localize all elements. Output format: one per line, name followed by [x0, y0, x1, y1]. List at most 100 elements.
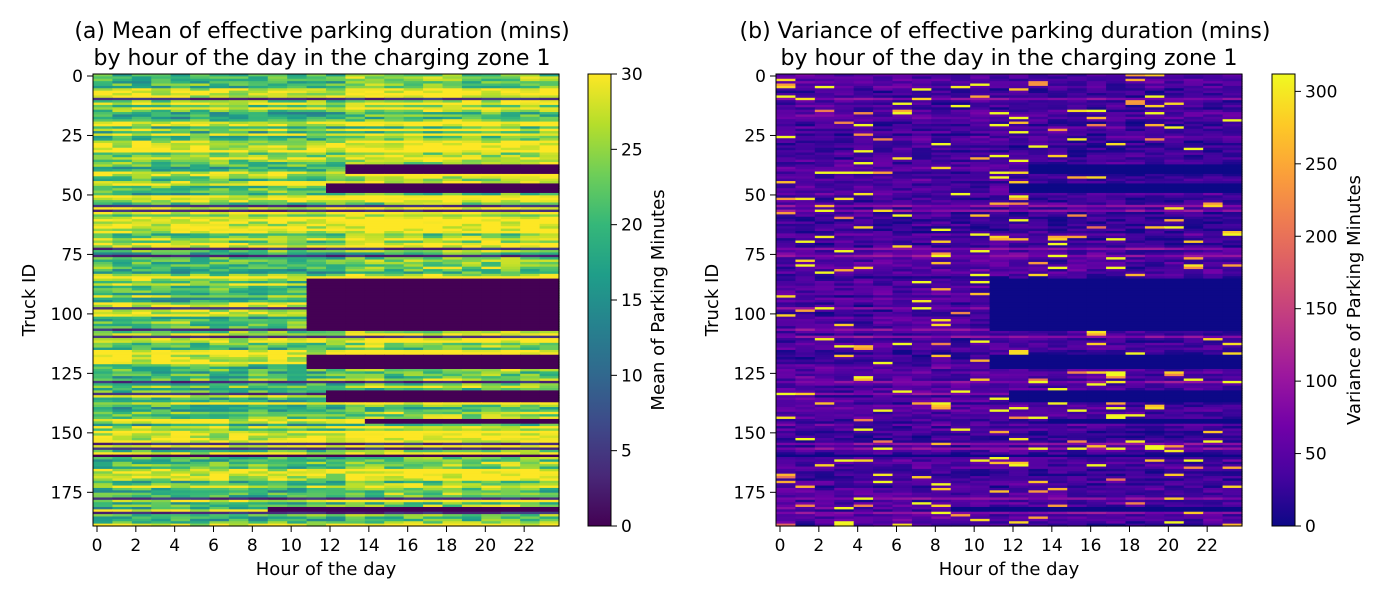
- panel-a-heatmap-cell: [306, 490, 327, 494]
- panel-a-heatmap-cell: [306, 321, 327, 325]
- panel-a-heatmap-cell: [481, 347, 502, 351]
- panel-a-heatmap-cell: [481, 147, 502, 151]
- panel-a-heatmap-cell: [190, 347, 211, 351]
- panel-a-heatmap-cell: [209, 476, 230, 480]
- panel-a-heatmap-cell: [112, 445, 133, 449]
- panel-a-heatmap-cell: [326, 261, 347, 265]
- panel-a-heatmap-cell: [500, 231, 521, 234]
- panel-a-heatmap-cell: [539, 326, 560, 330]
- panel-a-heatmap-cell: [403, 93, 424, 97]
- panel-a-heatmap-cell: [461, 292, 482, 296]
- panel-b-heatmap-cell: [834, 76, 855, 80]
- panel-a-heatmap-cell: [345, 349, 366, 353]
- panel-a-heatmap-cell: [364, 440, 385, 444]
- panel-a-heatmap-cell: [151, 464, 172, 468]
- panel-b-heatmap-cell: [1009, 74, 1030, 77]
- panel-a-heatmap-cell: [500, 423, 521, 427]
- panel-a-heatmap-cell: [500, 509, 521, 513]
- panel-a-heatmap-cell: [345, 142, 366, 146]
- panel-a-heatmap-cell: [345, 162, 366, 165]
- panel-a-heatmap-cell: [442, 454, 463, 458]
- panel-a-heatmap-cell: [267, 445, 288, 449]
- panel-a-heatmap-cell: [442, 473, 463, 477]
- panel-a-heatmap-cell: [209, 480, 230, 484]
- panel-a-heatmap-cell: [345, 388, 366, 391]
- panel-b-heatmap-cell: [931, 74, 952, 77]
- panel-a-heatmap-cell: [345, 107, 366, 111]
- panel-a-heatmap-cell: [461, 473, 482, 477]
- panel-a-title-line-1: (a) Mean of effective parking duration (…: [74, 19, 569, 44]
- panel-a-heatmap-cell: [306, 366, 327, 370]
- panel-a-heatmap-cell: [539, 359, 560, 363]
- panel-a-heatmap-cell: [209, 430, 230, 434]
- panel-a-heatmap-cell: [267, 240, 288, 244]
- panel-a-heatmap-cell: [403, 376, 424, 380]
- panel-a-heatmap-cell: [500, 411, 521, 415]
- panel-a-heatmap-cell: [461, 428, 482, 432]
- panel-a-heatmap-cell: [364, 254, 385, 258]
- panel-a-heatmap-cell: [500, 100, 521, 104]
- panel-a-heatmap-cell: [267, 221, 288, 225]
- panel-a-heatmap-cell: [151, 309, 172, 313]
- panel-a-heatmap-cell: [93, 219, 114, 223]
- panel-a-heatmap-cell: [500, 430, 521, 434]
- panel-b-heatmap-cell: [853, 78, 874, 82]
- panel-a-heatmap-cell: [423, 238, 444, 242]
- panel-a-heatmap-cell: [403, 219, 424, 223]
- panel-a-heatmap-cell: [345, 216, 366, 220]
- panel-a-heatmap-cell: [345, 121, 366, 125]
- panel-a-heatmap-cell: [423, 292, 444, 296]
- panel-a-heatmap-cell: [461, 83, 482, 87]
- panel-a-heatmap-cell: [520, 476, 541, 480]
- panel-a-heatmap-cell: [131, 395, 152, 399]
- panel-a-heatmap-cell: [326, 511, 347, 515]
- panel-a-heatmap-cell: [248, 521, 269, 525]
- panel-a-heatmap-cell: [248, 397, 269, 401]
- panel-a-heatmap-cell: [481, 266, 502, 270]
- panel-a-heatmap-cell: [190, 183, 211, 187]
- panel-a-heatmap-cell: [364, 466, 385, 470]
- panel-a-heatmap-cell: [326, 437, 347, 441]
- panel-a-heatmap-cell: [442, 509, 463, 513]
- panel-a-heatmap-cell: [500, 245, 521, 249]
- panel-a-heatmap-cell: [93, 328, 114, 332]
- panel-a-heatmap-cell: [112, 90, 133, 94]
- panel-b-heatmap-cell: [1183, 88, 1204, 92]
- panel-a-heatmap-cell: [403, 492, 424, 496]
- panel-a-heatmap-cell: [481, 523, 502, 527]
- panel-b-heatmap-cell: [873, 81, 894, 85]
- panel-a-heatmap-cell: [539, 459, 560, 463]
- panel-b-heatmap-cell: [1086, 90, 1107, 94]
- panel-a-heatmap-cell: [190, 192, 211, 196]
- panel-a-heatmap-cell: [112, 181, 133, 185]
- panel-a-heatmap-cell: [500, 159, 521, 163]
- panel-a-heatmap-cell: [306, 461, 327, 465]
- panel-a-heatmap-cell: [287, 402, 308, 406]
- panel-a-heatmap-cell: [403, 447, 424, 451]
- panel-a-heatmap-cell: [345, 464, 366, 468]
- panel-a-heatmap-cell: [267, 142, 288, 146]
- panel-a-heatmap-cell: [481, 490, 502, 494]
- panel-a-heatmap-cell: [520, 245, 541, 249]
- panel-a-heatmap-cell: [287, 383, 308, 387]
- panel-a-heatmap-cell: [248, 176, 269, 180]
- panel-a-heatmap-cell: [326, 383, 347, 387]
- panel-a-heatmap-cell: [500, 88, 521, 92]
- panel-a-heatmap-cell: [520, 342, 541, 346]
- panel-a-heatmap-cell: [461, 216, 482, 220]
- panel-a-heatmap-cell: [345, 487, 366, 491]
- panel-a-heatmap-cell: [345, 385, 366, 389]
- panel-a-heatmap-cell: [326, 97, 347, 101]
- panel-a-heatmap-cell: [170, 335, 191, 339]
- panel-a-heatmap-cell: [228, 152, 249, 156]
- panel-a-heatmap-cell: [326, 323, 347, 327]
- panel-b-heatmap-cell: [1144, 74, 1165, 77]
- panel-a-heatmap-cell: [461, 490, 482, 494]
- panel-a-heatmap-cell: [539, 418, 560, 422]
- panel-a-heatmap-cell: [384, 133, 405, 137]
- panel-a-heatmap-cell: [248, 100, 269, 104]
- panel-a-heatmap-cell: [500, 433, 521, 437]
- panel-a-heatmap-cell: [170, 93, 191, 97]
- panel-a-heatmap-cell: [93, 457, 114, 460]
- panel-a-heatmap-cell: [345, 200, 366, 204]
